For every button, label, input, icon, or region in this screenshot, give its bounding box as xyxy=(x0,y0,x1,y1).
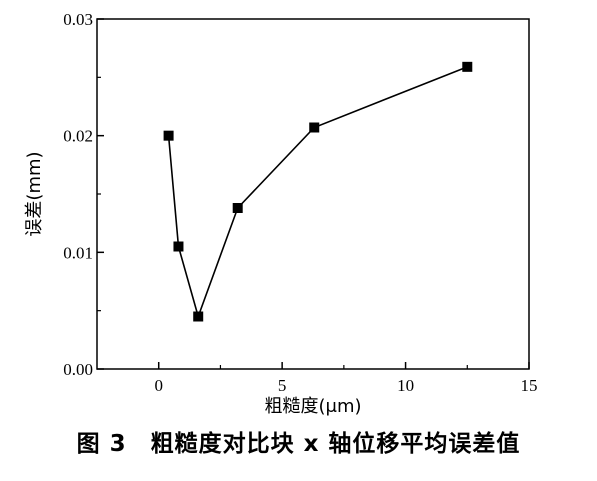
data-point xyxy=(232,203,243,213)
figure-caption: 图 3 粗糙度对比块 x 轴位移平均误差值 xyxy=(76,431,521,457)
y-tick-label: 0.03 xyxy=(63,10,93,29)
x-tick-label: 0 xyxy=(154,376,163,395)
data-point xyxy=(163,130,174,141)
x-tick-label: 5 xyxy=(278,376,287,395)
x-axis-label: 粗糙度(μm) xyxy=(264,396,361,417)
series-group xyxy=(163,61,473,322)
y-tick-label: 0.01 xyxy=(63,243,93,262)
y-axis-label: 误差(mm) xyxy=(24,151,45,236)
x-tick-label: 15 xyxy=(521,376,538,395)
data-point xyxy=(309,122,320,133)
data-point xyxy=(462,61,473,72)
y-tick-label: 0.02 xyxy=(63,127,93,146)
y-axis: 0.00 0.01 0.02 0.03 xyxy=(63,10,104,379)
data-point xyxy=(193,311,204,322)
y-tick-label: 0.00 xyxy=(63,360,93,379)
chart: 0.00 0.01 0.02 0.03 0 5 10 15 粗糙度(μm) 误差(mm) xyxy=(24,10,538,417)
x-tick-label: 10 xyxy=(397,376,414,395)
series-line xyxy=(167,66,468,320)
data-point xyxy=(173,241,184,252)
x-axis: 0 5 10 15 xyxy=(154,362,538,395)
